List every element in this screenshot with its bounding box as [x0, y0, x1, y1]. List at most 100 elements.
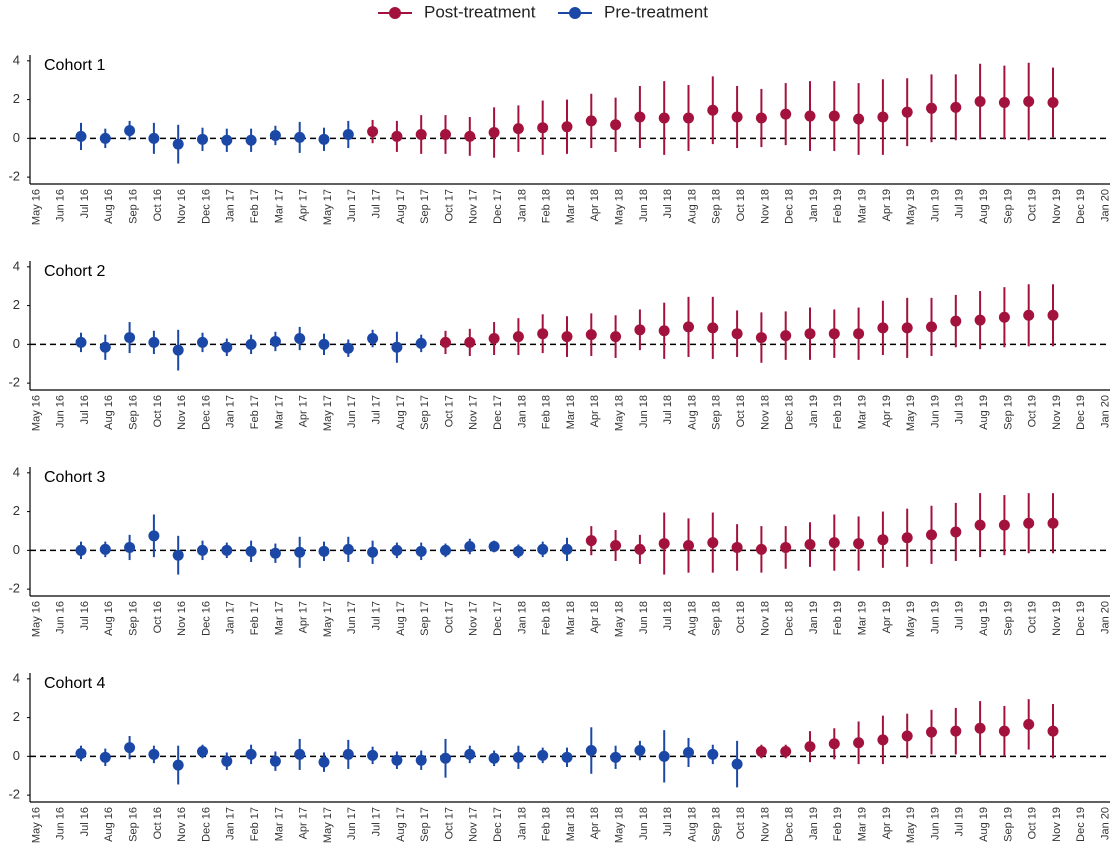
- point: [877, 322, 889, 334]
- x-tick-label: Apr 17: [298, 189, 310, 221]
- point: [926, 321, 937, 333]
- x-tick-label: Oct 17: [443, 189, 455, 221]
- x-tick-label: Jun 19: [929, 807, 941, 840]
- point: [294, 546, 306, 558]
- x-tick-label: Oct 18: [735, 601, 747, 633]
- point: [245, 134, 257, 146]
- point: [804, 110, 816, 122]
- x-tick-label: Oct 16: [152, 395, 164, 427]
- x-tick-label: Mar 18: [565, 807, 577, 841]
- x-tick-label: May 16: [30, 601, 42, 637]
- x-tick-label: Feb 18: [541, 189, 553, 223]
- x-tick-label: Sep 17: [419, 601, 431, 636]
- x-tick-label: May 18: [614, 189, 626, 225]
- point: [998, 725, 1010, 737]
- point: [585, 745, 597, 757]
- x-tick-label: Oct 18: [735, 395, 747, 427]
- x-tick-label: Nov 18: [759, 601, 771, 636]
- x-tick-label: Oct 17: [443, 601, 455, 633]
- x-tick-label: May 17: [322, 189, 334, 225]
- x-tick-label: May 19: [905, 601, 917, 637]
- x-tick-label: Apr 17: [298, 395, 310, 427]
- x-tick-label: Nov 16: [176, 601, 188, 636]
- point: [1023, 309, 1035, 321]
- point: [148, 748, 160, 760]
- point: [269, 755, 281, 767]
- point: [415, 545, 427, 557]
- legend-marker: [389, 7, 401, 19]
- point: [585, 115, 597, 127]
- x-tick-label: May 18: [614, 601, 626, 637]
- point: [221, 755, 233, 767]
- point: [780, 541, 792, 553]
- point: [245, 545, 257, 557]
- point: [853, 113, 865, 125]
- x-tick-label: Aug 19: [978, 601, 990, 636]
- point: [683, 112, 694, 124]
- point: [658, 325, 670, 337]
- point: [828, 738, 840, 750]
- point: [853, 328, 865, 340]
- x-tick-label: Jun 17: [346, 189, 358, 222]
- x-tick-label: Jun 17: [346, 601, 358, 634]
- point: [415, 337, 427, 349]
- point: [245, 748, 257, 760]
- x-tick-label: Sep 19: [1002, 189, 1014, 224]
- point: [391, 544, 403, 556]
- point: [828, 537, 840, 549]
- x-tick-label: Sep 19: [1002, 601, 1014, 636]
- point: [415, 128, 427, 140]
- x-tick-label: Dec 16: [200, 601, 212, 636]
- point: [950, 725, 962, 737]
- y-tick-label: 0: [13, 748, 20, 763]
- x-tick-label: May 19: [905, 395, 917, 431]
- point: [755, 332, 767, 344]
- x-tick-label: Dec 19: [1075, 601, 1087, 636]
- x-tick-label: Nov 19: [1051, 807, 1063, 842]
- point: [707, 537, 719, 549]
- y-tick-label: 4: [13, 464, 20, 479]
- x-tick-label: Sep 18: [711, 189, 723, 224]
- x-tick-label: Jul 17: [371, 601, 383, 630]
- x-tick-label: Jul 19: [954, 601, 966, 630]
- x-tick-label: Jul 16: [79, 807, 91, 836]
- point: [124, 742, 136, 754]
- point: [488, 752, 500, 764]
- point: [926, 726, 937, 738]
- x-tick-label: Jan 20: [1100, 189, 1112, 222]
- panel-title: Cohort 2: [44, 263, 105, 280]
- x-tick-label: Dec 19: [1075, 189, 1087, 224]
- x-tick-label: Jan 17: [225, 395, 237, 428]
- point: [901, 532, 913, 544]
- x-tick-label: Jul 18: [662, 395, 674, 424]
- point: [512, 331, 524, 343]
- x-tick-label: Jan 20: [1100, 601, 1112, 634]
- x-tick-label: Apr 18: [589, 189, 601, 221]
- x-tick-label: Feb 19: [832, 807, 844, 841]
- point: [610, 751, 622, 763]
- x-tick-label: Dec 18: [784, 189, 796, 224]
- point: [926, 529, 937, 541]
- x-tick-label: Oct 19: [1027, 601, 1039, 633]
- point: [197, 133, 208, 145]
- x-tick-label: Sep 18: [711, 395, 723, 430]
- x-tick-label: Aug 17: [395, 601, 407, 636]
- x-tick-label: Aug 16: [103, 189, 115, 224]
- x-tick-label: Oct 17: [443, 395, 455, 427]
- x-tick-label: Apr 19: [881, 395, 893, 427]
- point: [488, 127, 500, 139]
- point: [172, 759, 184, 771]
- point: [804, 741, 816, 753]
- x-tick-label: Mar 18: [565, 189, 577, 223]
- x-tick-label: Nov 16: [176, 189, 188, 224]
- x-tick-label: May 18: [614, 395, 626, 431]
- point: [585, 329, 597, 341]
- y-tick-label: -2: [8, 787, 20, 802]
- x-tick-label: Aug 18: [686, 807, 698, 842]
- y-tick-label: -2: [8, 375, 20, 390]
- point: [148, 530, 160, 542]
- point: [634, 111, 646, 123]
- x-tick-label: Jan 17: [225, 601, 237, 634]
- point: [877, 534, 889, 546]
- point: [1023, 96, 1035, 108]
